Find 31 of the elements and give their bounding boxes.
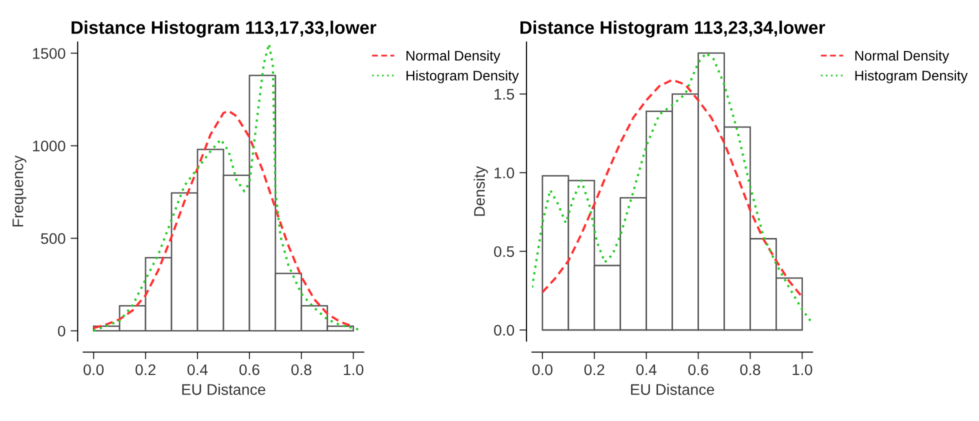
legend-label: Normal Density [406,50,500,64]
x-tick-label: 0.4 [636,364,657,376]
y-axis-title: Density [474,166,488,216]
x-tick-label: 0.8 [740,364,760,376]
y-tick-label: 1500 [33,48,66,59]
y-tick-label: 0 [58,326,66,337]
y-tick-label: 0.0 [494,324,514,336]
y-tick-label: 500 [40,233,66,244]
x-tick-label: 0.6 [239,364,260,376]
legend-label: Histogram Density [855,70,968,84]
y-tick-label: 1.5 [494,89,514,100]
x-axis-title: EU Distance [631,384,714,395]
x-tick-label: 0.0 [84,364,104,376]
x-tick-label: 0.8 [291,364,312,376]
chart-title: Distance Histogram 113,17,33,lower [72,20,376,38]
x-tick-label: 1.0 [344,364,364,376]
x-tick-label: 0.6 [688,364,708,376]
y-axis-title: Frequency [12,155,26,226]
legend-label: Normal Density [855,50,950,64]
y-tick-label: 0.5 [494,246,514,258]
x-tick-label: 0.2 [136,364,156,376]
line-series [541,78,804,298]
x-tick-label: 0.2 [584,364,604,376]
y-tick-label: 1.0 [494,168,514,178]
x-tick-label: 0.4 [187,364,208,376]
x-axis-title: EU Distance [182,384,266,395]
x-tick-label: 1.0 [792,364,812,376]
y-tick-label: 1000 [33,140,66,152]
x-tick-label: 0.0 [532,364,552,376]
chart-title: Distance Histogram 113,23,34,lower [520,20,826,38]
legend-label: Histogram Density [406,70,519,84]
